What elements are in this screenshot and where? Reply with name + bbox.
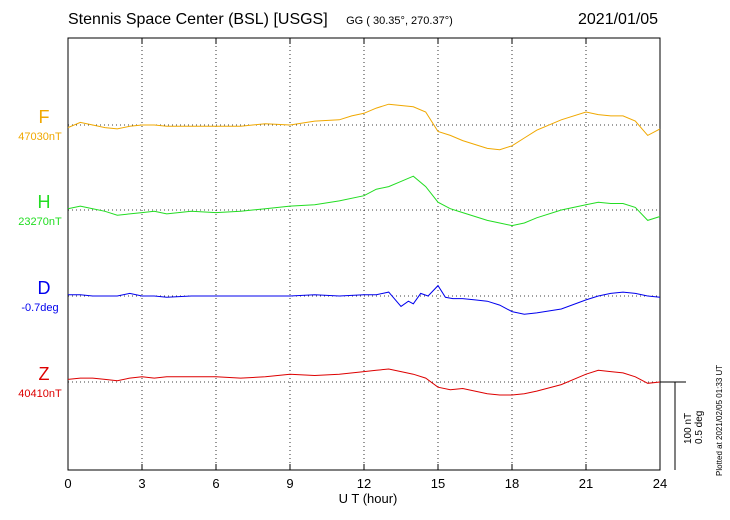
series-group: [67, 103, 661, 396]
series-line-d: [68, 284, 661, 315]
x-tick-label: 24: [652, 476, 668, 491]
grid: [68, 38, 660, 470]
chart-date: 2021/01/05: [578, 11, 659, 28]
series-name-d: D: [37, 278, 51, 298]
series-baseline-d: -0.7deg: [21, 302, 59, 314]
plotted-timestamp: Plotted at 2021/02/05 01:33 UT: [715, 364, 724, 476]
x-axis-label: U T (hour): [338, 491, 398, 506]
x-tick-label: 15: [430, 476, 446, 491]
series-baseline-h: 23270nT: [18, 216, 62, 228]
x-tick-label: 0: [64, 476, 72, 491]
series-baseline-f: 47030nT: [18, 131, 62, 143]
station-coords: GG ( 30.35°, 270.37°): [346, 15, 453, 27]
scale-label-nt: 100 nT: [683, 412, 694, 444]
x-tick-label: 12: [356, 476, 372, 491]
series-name-z: Z: [38, 364, 50, 384]
series-name-h: H: [37, 192, 51, 212]
series-baseline-z: 40410nT: [18, 388, 62, 400]
x-tick-label: 18: [504, 476, 520, 491]
x-tick-label: 21: [578, 476, 594, 491]
scale-label-deg: 0.5 deg: [694, 410, 705, 444]
x-tick-label: 9: [286, 476, 294, 491]
x-ticks: [67, 38, 661, 470]
series-line-z: [67, 368, 661, 396]
series-line-h: [67, 175, 661, 227]
x-tick-label: 3: [138, 476, 146, 491]
station-name: Stennis Space Center (BSL) [USGS]: [68, 11, 328, 28]
x-tick-label: 6: [212, 476, 220, 491]
chart-title: Stennis Space Center (BSL) [USGS] GG ( 3…: [68, 11, 453, 29]
series-line-f: [67, 103, 661, 151]
series-name-f: F: [38, 107, 50, 127]
